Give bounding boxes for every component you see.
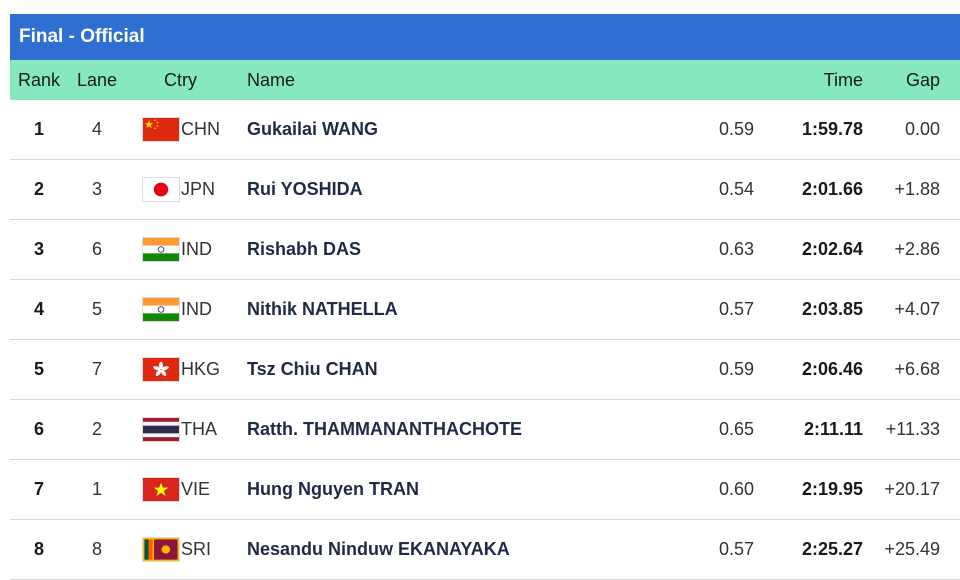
finish-time: 2:19.95 bbox=[801, 479, 863, 499]
rank-cell: 7 bbox=[33, 479, 44, 499]
reaction-time: 0.57 bbox=[718, 539, 754, 559]
vietnam-flag-icon bbox=[142, 477, 180, 502]
finish-time: 2:11.11 bbox=[803, 419, 863, 439]
results-title: Final - Official bbox=[19, 26, 145, 47]
reaction-time: 0.60 bbox=[718, 479, 754, 499]
country-code: CHN bbox=[181, 119, 220, 139]
results-title-bar: Final - Official bbox=[10, 14, 960, 60]
lane-cell: 6 bbox=[91, 239, 102, 259]
results-table: 1 4 CHN Gukailai WANG 0.59 1:59.78 0.00 … bbox=[10, 100, 960, 580]
athlete-name[interactable]: Nesandu Ninduw EKANAYAKA bbox=[247, 539, 510, 559]
time-gap: +11.33 bbox=[885, 419, 940, 439]
hong-kong-flag-icon bbox=[142, 357, 180, 382]
sri-lanka-flag-icon bbox=[142, 537, 180, 562]
country-code: IND bbox=[181, 239, 212, 259]
time-gap: +2.86 bbox=[894, 239, 940, 259]
finish-time: 1:59.78 bbox=[801, 119, 863, 139]
rank-cell: 3 bbox=[33, 239, 44, 259]
rank-cell: 5 bbox=[33, 359, 44, 379]
rank-cell: 1 bbox=[33, 119, 44, 139]
india-flag-icon bbox=[142, 297, 180, 322]
japan-flag-icon bbox=[142, 177, 180, 202]
country-code: THA bbox=[181, 419, 217, 439]
rank-cell: 2 bbox=[33, 179, 44, 199]
table-row: 8 8 SRI Nesandu Ninduw EKANAYAKA 0.57 2:… bbox=[10, 520, 960, 580]
time-gap: +20.17 bbox=[884, 479, 940, 499]
time-gap: +25.49 bbox=[884, 539, 940, 559]
reaction-time: 0.57 bbox=[718, 299, 754, 319]
table-row: 4 5 IND Nithik NATHELLA 0.57 2:03.85 +4.… bbox=[10, 280, 960, 340]
lane-cell: 2 bbox=[91, 419, 102, 439]
lane-cell: 1 bbox=[91, 479, 102, 499]
athlete-name[interactable]: Gukailai WANG bbox=[247, 119, 379, 139]
time-gap: +6.68 bbox=[894, 359, 940, 379]
reaction-time: 0.63 bbox=[718, 239, 754, 259]
table-row: 2 3 JPN Rui YOSHIDA 0.54 2:01.66 +1.88 bbox=[10, 160, 960, 220]
country-code: IND bbox=[181, 299, 212, 319]
table-row: 1 4 CHN Gukailai WANG 0.59 1:59.78 0.00 bbox=[10, 100, 960, 160]
athlete-name[interactable]: Ratth. THAMMANANTHACHOTE bbox=[247, 419, 522, 439]
india-flag-icon bbox=[142, 237, 180, 262]
country-code: SRI bbox=[181, 539, 212, 559]
lane-cell: 8 bbox=[91, 539, 102, 559]
country-code: JPN bbox=[181, 179, 216, 199]
rank-cell: 6 bbox=[33, 419, 44, 439]
column-header-row: Rank Lane Ctry Name Time Gap bbox=[10, 60, 960, 100]
country-code: HKG bbox=[181, 359, 221, 379]
athlete-name[interactable]: Rui YOSHIDA bbox=[247, 179, 363, 199]
column-header-ctry: Ctry bbox=[164, 70, 197, 90]
thailand-flag-icon bbox=[142, 417, 180, 442]
athlete-name[interactable]: Nithik NATHELLA bbox=[247, 299, 398, 319]
lane-cell: 5 bbox=[91, 299, 102, 319]
column-header-gap: Gap bbox=[905, 70, 940, 90]
column-header-rank: Rank bbox=[17, 70, 61, 90]
table-row: 7 1 VIE Hung Nguyen TRAN 0.60 2:19.95 +2… bbox=[10, 460, 960, 520]
finish-time: 2:06.46 bbox=[801, 359, 863, 379]
lane-cell: 3 bbox=[91, 179, 102, 199]
rank-cell: 8 bbox=[33, 539, 44, 559]
finish-time: 2:02.64 bbox=[801, 239, 863, 259]
reaction-time: 0.59 bbox=[718, 119, 754, 139]
athlete-name[interactable]: Hung Nguyen TRAN bbox=[247, 479, 419, 499]
table-row: 3 6 IND Rishabh DAS 0.63 2:02.64 +2.86 bbox=[10, 220, 960, 280]
lane-cell: 4 bbox=[91, 119, 102, 139]
rank-cell: 4 bbox=[33, 299, 44, 319]
finish-time: 2:01.66 bbox=[801, 179, 863, 199]
reaction-time: 0.54 bbox=[718, 179, 754, 199]
athlete-name[interactable]: Tsz Chiu CHAN bbox=[247, 359, 378, 379]
finish-time: 2:25.27 bbox=[801, 539, 863, 559]
reaction-time: 0.65 bbox=[718, 419, 754, 439]
column-header-lane: Lane bbox=[76, 70, 118, 90]
table-row: 5 7 HKG Tsz Chiu CHAN 0.59 2:06.46 +6.68 bbox=[10, 340, 960, 400]
table-row: 6 2 THA Ratth. THAMMANANTHACHOTE 0.65 2:… bbox=[10, 400, 960, 460]
time-gap: 0.00 bbox=[904, 119, 940, 139]
athlete-name[interactable]: Rishabh DAS bbox=[247, 239, 362, 259]
column-header-time: Time bbox=[823, 70, 863, 90]
time-gap: +4.07 bbox=[894, 299, 940, 319]
finish-time: 2:03.85 bbox=[801, 299, 863, 319]
column-header-name: Name bbox=[247, 70, 296, 90]
lane-cell: 7 bbox=[91, 359, 102, 379]
time-gap: +1.88 bbox=[894, 179, 940, 199]
china-flag-icon bbox=[142, 117, 180, 142]
country-code: VIE bbox=[181, 479, 211, 499]
reaction-time: 0.59 bbox=[718, 359, 754, 379]
